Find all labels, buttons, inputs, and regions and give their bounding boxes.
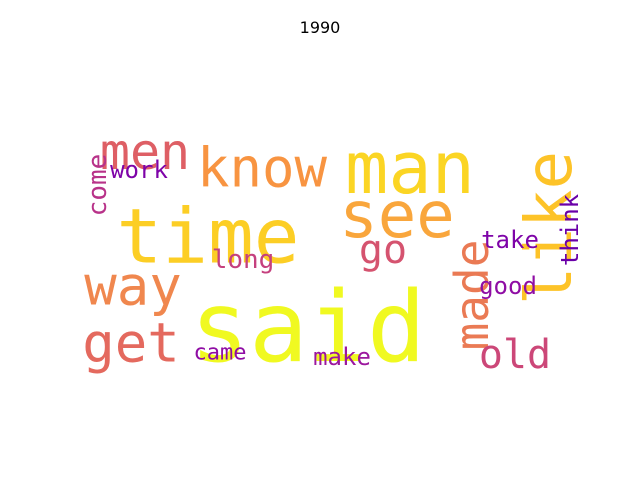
- word-came: came: [194, 341, 247, 366]
- word-take: take: [481, 226, 539, 254]
- word-long: long: [212, 245, 275, 275]
- word-way: way: [84, 255, 182, 318]
- chart-title: 1990: [299, 18, 341, 37]
- word-time: time: [116, 192, 299, 281]
- word-old: old: [479, 332, 551, 378]
- word-said: said: [190, 271, 426, 385]
- word-go: go: [359, 227, 407, 273]
- word-know: know: [197, 137, 328, 200]
- word-think: think: [556, 193, 584, 266]
- word-see: see: [339, 179, 455, 253]
- word-make: make: [313, 343, 371, 371]
- word-like: like: [513, 151, 587, 305]
- word-man: man: [345, 126, 475, 210]
- word-men: men: [100, 123, 190, 181]
- word-work: work: [110, 156, 168, 184]
- word-made: made: [445, 240, 499, 351]
- word-good: good: [479, 272, 537, 300]
- word-get: get: [82, 312, 180, 375]
- word-come: come: [83, 154, 113, 217]
